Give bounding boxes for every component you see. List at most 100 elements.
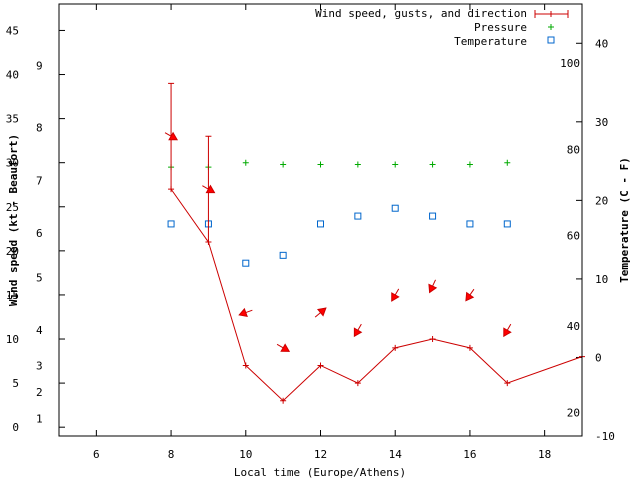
legend-label-wind: Wind speed, gusts, and direction (315, 7, 527, 20)
fahrenheit-label: 100 (560, 57, 580, 70)
temperature-point (391, 204, 399, 212)
wind-direction-head (353, 327, 363, 338)
wind-direction-arrow (314, 307, 327, 318)
y2-tick-label: 0 (595, 351, 602, 364)
beaufort-label: 2 (36, 386, 43, 399)
y-tick-label: 15 (6, 289, 19, 302)
wind-direction-arrow (465, 288, 475, 302)
y-axis-label: Wind speed (kt - Beaufort) (7, 134, 20, 306)
wind-direction-head (465, 291, 475, 302)
pressure-point (466, 161, 473, 168)
fahrenheit-label: 80 (567, 143, 580, 156)
pressure-point (242, 159, 249, 166)
y-tick-label: 5 (12, 377, 19, 390)
fahrenheit-scale: 20 40 60 80 100 (560, 57, 580, 420)
x-tick-label: 14 (389, 448, 403, 461)
x-tick-label: 10 (239, 448, 252, 461)
wind-speed-point (429, 336, 436, 343)
y2-axis-label: Temperature (C - F) (618, 157, 631, 283)
temperature-point (242, 259, 250, 267)
wind-direction-head (316, 307, 327, 317)
x-tick-label: 12 (314, 448, 327, 461)
pressure-point (280, 161, 287, 168)
x-tick-label: 6 (93, 448, 100, 461)
fahrenheit-label: 40 (567, 320, 580, 333)
y-tick-label: 0 (12, 421, 19, 434)
wind-speed-point (466, 344, 473, 351)
y2-tick-label: 40 (595, 37, 608, 50)
x-tick-label: 18 (538, 448, 551, 461)
fahrenheit-label: 20 (567, 406, 580, 419)
wind-direction-arrow (276, 343, 291, 352)
y2-tick-label: 20 (595, 194, 608, 207)
beaufort-scale: 1 2 3 4 5 6 7 8 9 (36, 60, 43, 426)
beaufort-label: 5 (36, 271, 43, 284)
temperature-point (354, 212, 362, 220)
beaufort-label: 1 (36, 412, 43, 425)
y-tick-label: 45 (6, 24, 19, 37)
wind-speed-point (242, 362, 249, 369)
beaufort-label: 7 (36, 174, 43, 187)
y-tick-label: 20 (6, 245, 19, 258)
wind-direction-arrow (353, 323, 363, 338)
legend-label-temperature: Temperature (454, 35, 527, 48)
wind-direction-head (391, 292, 400, 302)
wind-direction-head (205, 184, 216, 194)
beaufort-label: 9 (36, 60, 43, 73)
wind-speed-point (354, 380, 361, 387)
x-tick-label: 8 (168, 448, 175, 461)
plot-frame (58, 3, 583, 437)
legend: Wind speed, gusts, and direction Pressur… (315, 7, 569, 48)
y2-tick-label: 30 (595, 116, 608, 129)
legend-key-wind (534, 10, 569, 18)
temperature-point (317, 220, 324, 228)
y-tick-label: 40 (6, 69, 19, 82)
temperature-point (279, 251, 287, 259)
y-tick-label: 10 (6, 333, 19, 346)
x-axis: 6 8 10 12 14 16 18 (93, 4, 551, 461)
wind-direction-arrow (202, 184, 216, 194)
pressure-point (354, 161, 361, 168)
wind-direction-head (168, 131, 179, 141)
y-tick-label: 35 (6, 113, 19, 126)
y2-tick-label: 10 (595, 273, 608, 286)
temperature-point (466, 220, 474, 228)
beaufort-label: 4 (36, 324, 43, 337)
wind-speed-point (392, 344, 399, 351)
wind-direction-head (503, 327, 512, 338)
fahrenheit-label: 60 (567, 230, 580, 243)
wind-speed-point (280, 397, 287, 404)
temperature-point (429, 212, 437, 220)
wind-direction-arrow (503, 323, 512, 338)
wind-speed-point (317, 362, 324, 369)
x-tick-label: 16 (463, 448, 476, 461)
wind-direction-arrow (428, 279, 438, 294)
beaufort-label: 6 (36, 227, 43, 240)
legend-key-pressure (548, 24, 554, 30)
legend-label-pressure: Pressure (474, 21, 527, 34)
wind-direction-head (280, 343, 291, 352)
y2-tick-label: -10 (595, 430, 615, 443)
y-tick-label: 30 (6, 157, 19, 170)
beaufort-label: 3 (36, 359, 43, 372)
y2-axis: -10 0 10 20 30 40 (576, 37, 615, 443)
wind-direction-arrow (238, 307, 253, 317)
pressure-point (504, 159, 511, 166)
wind-speed-point (504, 380, 511, 387)
pressure-point (429, 161, 436, 168)
wind-direction-arrow (391, 288, 400, 302)
temperature-point (503, 220, 511, 228)
y-tick-label: 25 (6, 201, 19, 214)
legend-key-temperature (547, 36, 555, 44)
wind-direction-arrow (164, 131, 179, 141)
wind-direction-head (428, 283, 438, 294)
pressure-point (392, 161, 399, 168)
wind-direction-head (238, 307, 248, 317)
temperature-point (167, 220, 175, 228)
plot-series (164, 82, 585, 404)
beaufort-label: 8 (36, 121, 43, 134)
pressure-point (317, 161, 324, 168)
